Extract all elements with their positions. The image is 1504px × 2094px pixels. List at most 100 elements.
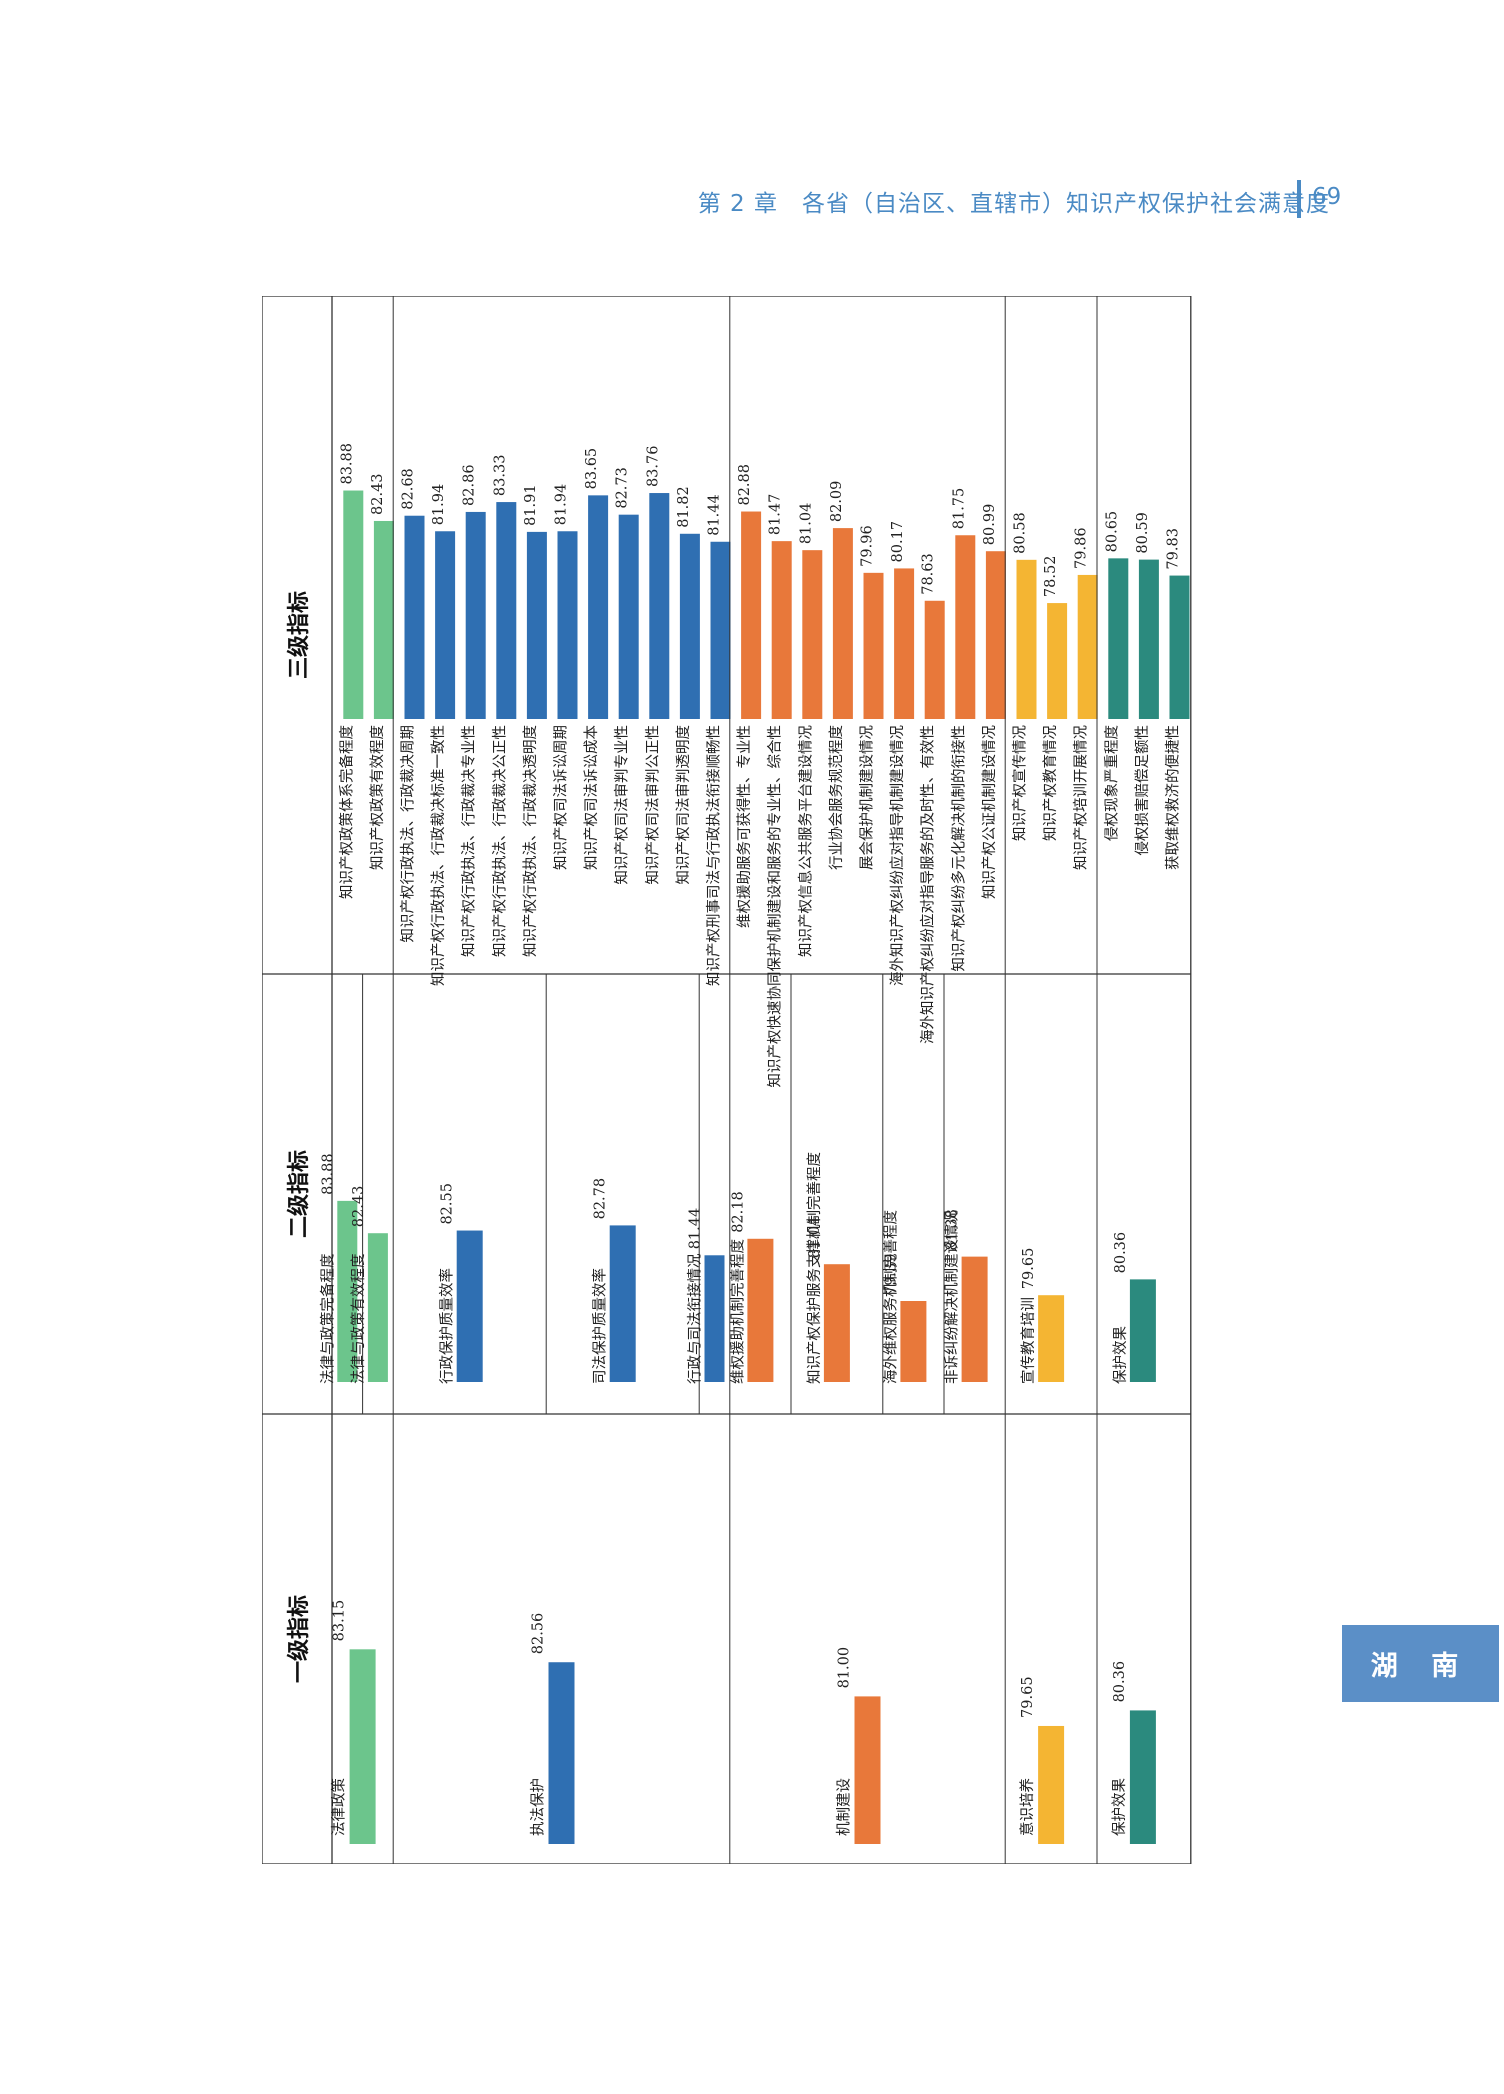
level2-bar xyxy=(900,1301,927,1382)
level3-value: 80.58 xyxy=(1013,512,1029,554)
level2-bar xyxy=(609,1225,636,1382)
level2-label: 知识产权保护服务支撑机制完善程度 xyxy=(806,1152,823,1384)
level3-label: 知识产权教育情况 xyxy=(1042,725,1059,841)
level3-label: 知识产权司法审判公正性 xyxy=(644,725,661,885)
level3-bar xyxy=(1138,559,1159,719)
level3-bar xyxy=(373,520,394,719)
level3-label: 知识产权公证机制建设情况 xyxy=(981,725,998,899)
level3-label: 展会保护机制建设情况 xyxy=(859,725,876,870)
level2-label: 非诉纠纷解决机制建设情况 xyxy=(944,1210,961,1384)
level3-value: 83.88 xyxy=(339,443,355,485)
level3-label: 获取维权救济的便捷性 xyxy=(1165,725,1182,870)
level2-value: 82.43 xyxy=(351,1186,367,1228)
level2-label: 维权援助机制完善程度 xyxy=(729,1239,746,1384)
level2-value: 83.88 xyxy=(320,1153,336,1195)
level1-label: 法律政策 xyxy=(331,1778,348,1836)
table-frame xyxy=(262,296,1192,1864)
level3-label: 海外知识产权纠纷应对指导机制建设情况 xyxy=(888,725,906,986)
level3-label: 知识产权行政执法、行政裁决公正性 xyxy=(491,725,508,957)
region-tab[interactable]: 湖 南 xyxy=(1342,1625,1499,1702)
level2-label: 法律与政策有效程度 xyxy=(350,1254,367,1385)
level1-label: 保护效果 xyxy=(1111,1778,1128,1836)
level3-label: 知识产权培训开展情况 xyxy=(1073,725,1090,870)
level3-label: 知识产权快速协同保护机制建设和服务的专业性、综合性 xyxy=(767,725,784,1088)
level1-bar-法律政策 xyxy=(349,1649,376,1844)
level3-bar xyxy=(955,535,976,719)
chart-svg: 图 2.18.2 湖南省知识产权保护社会满意度（得分：81.71）一级指标二级指… xyxy=(262,296,1192,1864)
level3-label: 侵权损害赔偿足额性 xyxy=(1134,725,1151,856)
level3-bar xyxy=(557,531,578,719)
level3-value: 79.96 xyxy=(860,525,876,567)
header-level1: 一级指标 xyxy=(286,1595,312,1683)
level1-bar-保护效果 xyxy=(1129,1710,1156,1844)
level3-bar xyxy=(679,533,700,719)
level3-bar xyxy=(1016,559,1037,719)
level2-value: 82.78 xyxy=(593,1178,609,1220)
level3-value: 82.68 xyxy=(401,468,417,510)
satisfaction-chart: 图 2.18.2 湖南省知识产权保护社会满意度（得分：81.71）一级指标二级指… xyxy=(262,296,1237,1864)
level3-bar xyxy=(741,511,762,719)
level2-label: 司法保护质量效率 xyxy=(592,1268,609,1384)
level2-label: 宣传教育培训 xyxy=(1020,1297,1037,1384)
level1-bar-意识培养 xyxy=(1038,1725,1065,1844)
level2-value: 79.65 xyxy=(1021,1248,1037,1290)
level1-bar-机制建设 xyxy=(854,1696,881,1844)
level3-label: 知识产权刑事司法与行政执法衔接顺畅性 xyxy=(706,725,723,986)
level3-bar xyxy=(496,502,517,719)
level2-label: 行政与司法衔接情况 xyxy=(687,1253,704,1384)
level3-label: 维权援助服务可获得性、专业性 xyxy=(736,725,753,928)
level3-value: 80.99 xyxy=(982,504,998,546)
level3-label: 知识产权司法审判专业性 xyxy=(614,725,631,885)
level3-value: 83.76 xyxy=(645,446,661,488)
header-level3: 三级指标 xyxy=(286,591,312,679)
header-level2: 二级指标 xyxy=(286,1150,312,1238)
level3-bar xyxy=(924,600,945,719)
level3-label: 知识产权行政执法、行政裁决标准一致性 xyxy=(430,725,447,986)
level3-bar xyxy=(649,493,670,719)
level3-bar xyxy=(985,551,1006,719)
level2-value: 79.39 xyxy=(883,1253,899,1295)
level3-value: 79.83 xyxy=(1166,528,1182,570)
level3-label: 知识产权司法诉讼周期 xyxy=(553,725,570,870)
level3-value: 82.86 xyxy=(462,464,478,506)
chart-rotated-frame: 图 2.18.2 湖南省知识产权保护社会满意度（得分：81.71）一级指标二级指… xyxy=(262,296,1192,1864)
level2-label: 行政保护质量效率 xyxy=(439,1268,456,1384)
level3-value: 82.09 xyxy=(829,481,845,523)
level3-label: 知识产权行政执法、行政裁决周期 xyxy=(400,725,417,943)
level2-value: 80.36 xyxy=(1113,1232,1129,1274)
level1-value: 83.15 xyxy=(332,1600,348,1642)
level3-bar xyxy=(588,495,609,719)
level3-value: 81.91 xyxy=(523,484,539,526)
level3-bar xyxy=(832,528,853,719)
level3-label: 知识产权政策有效程度 xyxy=(369,725,386,870)
level2-bar xyxy=(704,1255,725,1382)
level3-bar xyxy=(802,550,823,719)
level2-value: 82.55 xyxy=(440,1183,456,1225)
level3-bar xyxy=(526,531,547,719)
level3-value: 81.04 xyxy=(798,503,814,545)
level3-label: 知识产权信息公共服务平台建设情况 xyxy=(797,725,814,957)
level3-value: 80.59 xyxy=(1135,512,1151,554)
level3-bar xyxy=(1108,558,1129,719)
level2-label: 保护效果 xyxy=(1112,1326,1129,1384)
level3-bar xyxy=(343,490,364,719)
level3-label: 海外知识产权纠纷应对指导服务的及时性、有效性 xyxy=(919,725,937,1044)
level1-label: 执法保护 xyxy=(530,1778,547,1836)
level3-value: 82.88 xyxy=(737,464,753,506)
level3-value: 80.65 xyxy=(1104,511,1120,553)
level3-bar xyxy=(1169,575,1190,719)
level3-bar xyxy=(710,541,731,719)
level1-bar-执法保护 xyxy=(548,1662,575,1844)
level2-bar xyxy=(456,1230,483,1382)
level3-bar xyxy=(435,531,456,719)
level3-label: 知识产权司法诉讼成本 xyxy=(583,725,600,870)
level3-value: 81.94 xyxy=(554,484,570,526)
level1-label: 意识培养 xyxy=(1018,1778,1036,1836)
level3-value: 78.63 xyxy=(921,553,937,595)
level2-bar xyxy=(1129,1279,1156,1382)
level2-value: 82.18 xyxy=(730,1191,746,1233)
level2-label: 海外维权服务机制完善程度 xyxy=(882,1210,899,1384)
level3-bar xyxy=(618,514,639,719)
header-divider xyxy=(1297,180,1301,218)
level3-label: 知识产权宣传情况 xyxy=(1012,725,1029,841)
